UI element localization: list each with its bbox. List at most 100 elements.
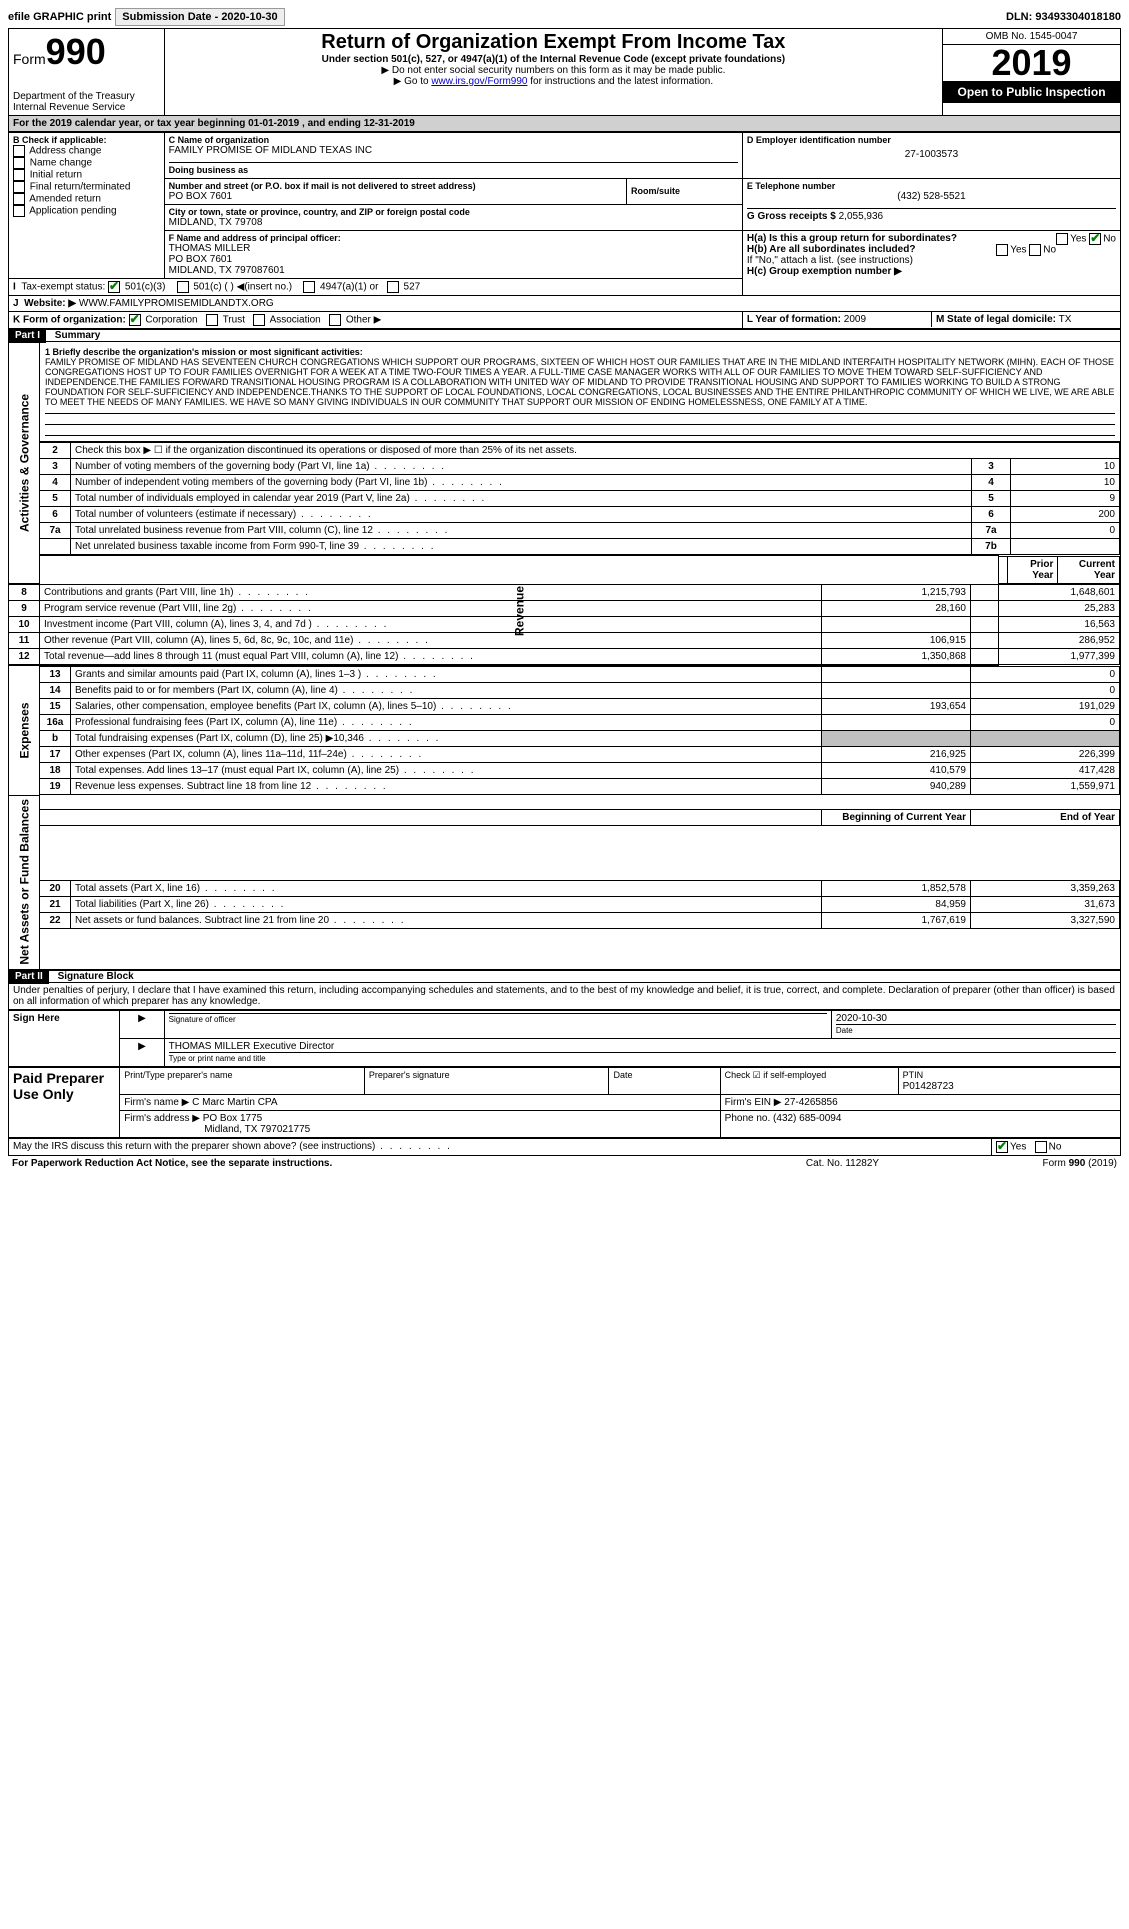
entity-block: B Check if applicable: Address change Na… <box>8 132 1121 329</box>
footer-left: For Paperwork Reduction Act Notice, see … <box>12 1158 332 1169</box>
box-b-checkbox[interactable] <box>13 181 25 193</box>
sign-block: Sign Here ▶ Signature of officer 2020-10… <box>8 1010 1121 1067</box>
state-domicile: TX <box>1059 314 1072 325</box>
line-box: 5 <box>972 491 1011 507</box>
line-text: Professional fundraising fees (Part IX, … <box>71 715 822 731</box>
curr-value: 226,399 <box>971 747 1120 763</box>
officer-value: THOMAS MILLER PO BOX 7601 MIDLAND, TX 79… <box>169 243 738 276</box>
527-checkbox[interactable] <box>387 281 399 293</box>
curr-value: 3,359,263 <box>971 880 1120 896</box>
line-num: 12 <box>9 649 40 665</box>
discuss-yes-checkbox[interactable] <box>996 1141 1008 1153</box>
trust-checkbox[interactable] <box>206 314 218 326</box>
firm-ein: 27-4265856 <box>784 1097 837 1108</box>
footer-mid: Cat. No. 11282Y <box>751 1156 935 1171</box>
box-f-label: F Name and address of principal officer: <box>169 233 738 243</box>
begin-year-hdr: Beginning of Current Year <box>842 812 966 823</box>
part2-title: Signature Block <box>52 971 134 982</box>
line-text: Total liabilities (Part X, line 26) <box>71 896 822 912</box>
shaded-cell <box>822 731 971 747</box>
shaded-cell <box>971 731 1120 747</box>
form-title: Return of Organization Exempt From Incom… <box>169 31 938 54</box>
line-num: 20 <box>40 880 71 896</box>
sign-here-label: Sign Here <box>9 1011 120 1067</box>
hb-no-checkbox[interactable] <box>1029 244 1041 256</box>
line-text: Salaries, other compensation, employee b… <box>71 699 822 715</box>
irs-link[interactable]: www.irs.gov/Form990 <box>431 76 527 87</box>
ptin-hdr: PTIN <box>903 1070 924 1080</box>
year-formation: 2009 <box>844 314 866 325</box>
firm-name: C Marc Martin CPA <box>192 1097 277 1108</box>
line-value: 200 <box>1011 507 1120 523</box>
box-b-checkbox[interactable] <box>13 157 25 169</box>
line-box: 7b <box>972 539 1011 555</box>
box-b-checkbox[interactable] <box>13 145 25 157</box>
submission-date-box: Submission Date - 2020-10-30 <box>115 8 284 26</box>
h-b-note: If "No," attach a list. (see instruction… <box>747 255 1116 266</box>
ptin-value: P01428723 <box>903 1081 954 1092</box>
line-num: 21 <box>40 896 71 912</box>
hb-yes-checkbox[interactable] <box>996 244 1008 256</box>
box-b-checkbox[interactable] <box>13 205 25 217</box>
footer-right: Form 990 (2019) <box>934 1156 1121 1171</box>
line-text: Net assets or fund balances. Subtract li… <box>71 912 822 928</box>
4947-checkbox[interactable] <box>303 281 315 293</box>
prep-sig-hdr: Preparer's signature <box>369 1070 450 1080</box>
line-box: 7a <box>972 523 1011 539</box>
line-text: Revenue less expenses. Subtract line 18 … <box>71 779 822 795</box>
curr-value: 0 <box>971 683 1120 699</box>
line-text: Total number of individuals employed in … <box>71 491 972 507</box>
line-num: 9 <box>9 601 40 617</box>
box-b-checkbox[interactable] <box>13 169 25 181</box>
line-box: 3 <box>972 459 1011 475</box>
prior-value: 84,959 <box>822 896 971 912</box>
penalty-text: Under penalties of perjury, I declare th… <box>9 983 1121 1010</box>
note-link: ▶ Go to www.irs.gov/Form990 for instruct… <box>169 76 938 87</box>
dept-label: Department of the Treasury Internal Reve… <box>13 91 160 113</box>
prior-value <box>822 667 971 683</box>
other-checkbox[interactable] <box>329 314 341 326</box>
line-value: 10 <box>1011 459 1120 475</box>
prior-value: 193,654 <box>822 699 971 715</box>
box-b-item: Amended return <box>13 193 160 205</box>
box-e-label: E Telephone number <box>747 181 1116 191</box>
line-num: 19 <box>40 779 71 795</box>
top-bar: efile GRAPHIC print Submission Date - 20… <box>8 8 1121 26</box>
curr-value: 1,559,971 <box>971 779 1120 795</box>
line-num: 3 <box>40 459 71 475</box>
prior-value: 410,579 <box>822 763 971 779</box>
assoc-checkbox[interactable] <box>253 314 265 326</box>
part2-hdr: Part II <box>9 969 49 984</box>
tax-year: 2019 <box>943 45 1120 81</box>
sig-officer-label: Signature of officer <box>169 1015 236 1024</box>
curr-value: 0 <box>971 715 1120 731</box>
box-b-item: Initial return <box>13 169 160 181</box>
line-text: Total expenses. Add lines 13–17 (must eq… <box>71 763 822 779</box>
501c-checkbox[interactable] <box>177 281 189 293</box>
line-text: Check this box ▶ ☐ if the organization d… <box>71 443 1120 459</box>
city-value: MIDLAND, TX 79708 <box>169 217 738 228</box>
line-num: 17 <box>40 747 71 763</box>
firm-addr: PO Box 1775 <box>203 1113 262 1124</box>
paid-preparer-block: Paid Preparer Use Only Print/Type prepar… <box>8 1067 1121 1138</box>
discuss-no-checkbox[interactable] <box>1035 1141 1047 1153</box>
dln-label: DLN: 93493304018180 <box>1006 11 1121 23</box>
line-num: 14 <box>40 683 71 699</box>
addr-value: PO BOX 7601 <box>169 191 622 202</box>
box-b-item: Final return/terminated <box>13 181 160 193</box>
gross-receipts: 2,055,936 <box>839 211 884 222</box>
mission-label: 1 Briefly describe the organization's mi… <box>45 347 363 357</box>
line-text: Total fundraising expenses (Part IX, col… <box>71 731 822 747</box>
501c3-checkbox[interactable] <box>108 281 120 293</box>
line-text: Net unrelated business taxable income fr… <box>71 539 972 555</box>
ha-yes-checkbox[interactable] <box>1056 233 1068 245</box>
box-d-label: D Employer identification number <box>747 135 1116 145</box>
ha-no-checkbox[interactable] <box>1089 233 1101 245</box>
corp-checkbox[interactable] <box>129 314 141 326</box>
box-b-checkbox[interactable] <box>13 193 25 205</box>
part1-table: Part I Summary Activities & Governance 1… <box>8 329 1121 970</box>
line-text: Grants and similar amounts paid (Part IX… <box>71 667 822 683</box>
firm-ein-label: Firm's EIN ▶ <box>725 1097 782 1108</box>
box-c-name-label: C Name of organization <box>169 135 738 145</box>
dba-label: Doing business as <box>169 165 249 175</box>
